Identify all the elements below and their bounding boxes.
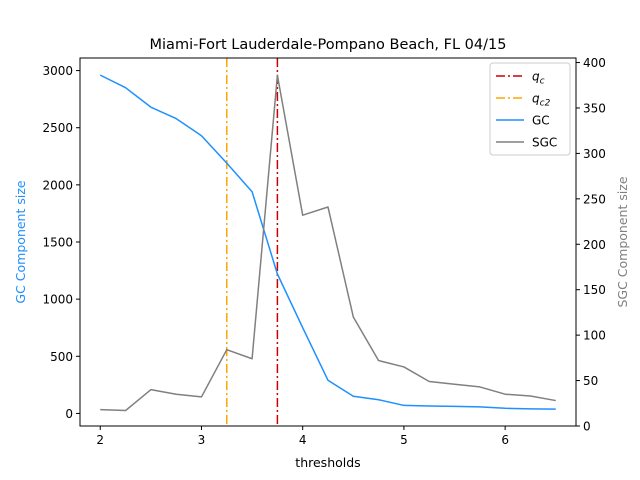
x-axis-label: thresholds <box>295 455 360 470</box>
x-tick-label: 2 <box>96 433 104 447</box>
right-y-tick-label: 400 <box>583 56 606 70</box>
left-y-tick-label: 2000 <box>42 178 73 192</box>
right-y-axis: 0 50 100 150 200 250 300 350 400 <box>576 56 606 434</box>
legend-label-q-c: qc <box>532 70 545 87</box>
left-y-axis: 0 500 1000 1500 2000 2500 3000 <box>42 64 80 421</box>
x-axis: 2 3 4 5 6 <box>96 426 509 447</box>
series-line-gc <box>99 74 556 410</box>
left-y-tick-label: 1500 <box>42 236 73 250</box>
left-y-tick-label: 2500 <box>42 121 73 135</box>
plot-area <box>99 58 556 426</box>
series-line-sgc <box>100 74 556 412</box>
right-y-tick-label: 200 <box>583 238 606 252</box>
x-tick-label: 5 <box>400 433 408 447</box>
right-y-axis-label: SGC Component size <box>615 176 630 307</box>
left-y-tick-label: 500 <box>50 350 73 364</box>
x-tick-label: 4 <box>299 433 307 447</box>
right-y-tick-label: 250 <box>583 192 606 206</box>
legend-label-q-c2: qc2 <box>532 92 551 109</box>
legend-label-sgc: SGC <box>532 136 557 150</box>
left-y-tick-label: 0 <box>65 407 73 421</box>
legend-box <box>489 62 571 156</box>
right-y-tick-label: 100 <box>583 329 606 343</box>
legend-label-gc: GC <box>532 114 550 128</box>
legend: qc qc2 GC SGC <box>489 62 571 156</box>
right-y-tick-label: 150 <box>583 283 606 297</box>
right-y-tick-label: 0 <box>583 420 591 434</box>
x-tick-label: 3 <box>198 433 206 447</box>
right-y-tick-label: 350 <box>583 101 606 115</box>
chart-title: Miami-Fort Lauderdale-Pompano Beach, FL … <box>150 37 507 53</box>
left-y-axis-label: GC Component size <box>13 180 28 303</box>
left-y-tick-label: 1000 <box>42 293 73 307</box>
x-tick-label: 6 <box>501 433 509 447</box>
right-y-tick-label: 50 <box>583 374 598 388</box>
right-y-tick-label: 300 <box>583 147 606 161</box>
left-y-tick-label: 3000 <box>42 64 73 78</box>
